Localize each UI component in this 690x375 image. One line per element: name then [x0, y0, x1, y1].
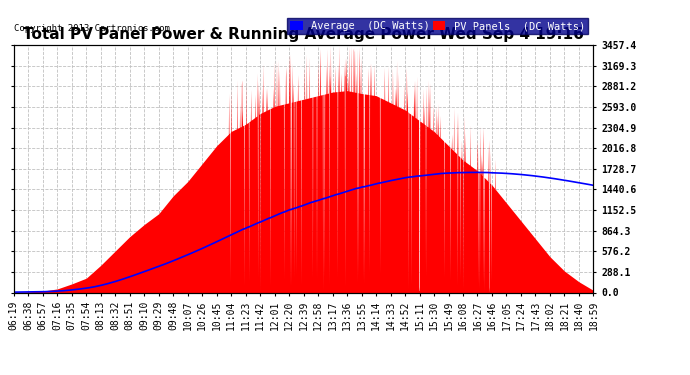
Legend: Average  (DC Watts), PV Panels  (DC Watts): Average (DC Watts), PV Panels (DC Watts) — [287, 18, 588, 34]
Title: Total PV Panel Power & Running Average Power Wed Sep 4 19:16: Total PV Panel Power & Running Average P… — [23, 27, 584, 42]
Text: Copyright 2013 Cartronics.com: Copyright 2013 Cartronics.com — [14, 24, 170, 33]
